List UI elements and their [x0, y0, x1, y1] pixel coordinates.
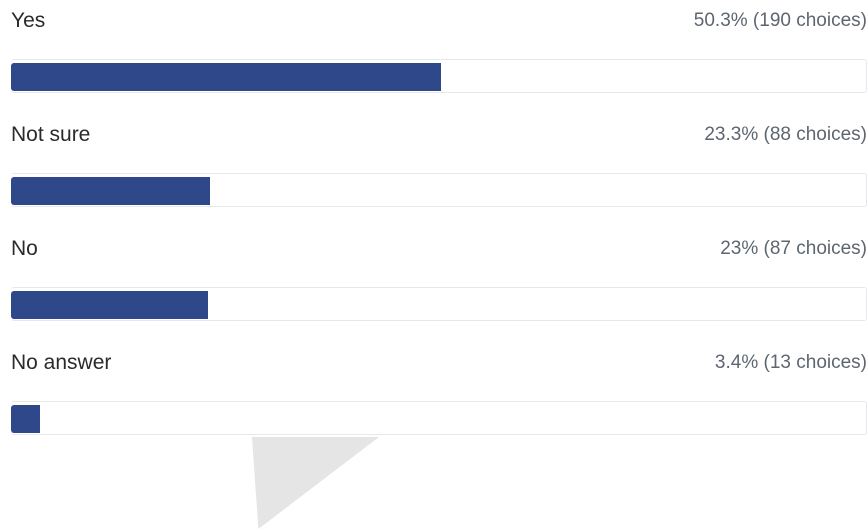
- bar-track: [11, 59, 867, 93]
- bar-fill: [11, 63, 442, 91]
- bar-fill: [11, 177, 211, 205]
- bar-fill: [11, 405, 41, 433]
- poll-option-no-answer: No answer 3.4% (13 choices): [11, 342, 867, 456]
- option-label: No answer: [11, 351, 112, 374]
- option-label: Not sure: [11, 123, 91, 146]
- poll-option-yes: Yes 50.3% (190 choices): [11, 0, 867, 114]
- bar-track: [11, 401, 867, 435]
- popover-pointer: [252, 437, 379, 529]
- bar-track: [11, 287, 867, 321]
- bar-fill: [11, 291, 208, 319]
- option-count: 3.4% (13 choices): [714, 352, 867, 373]
- option-label: No: [11, 237, 38, 260]
- bar-track: [11, 173, 867, 207]
- option-count: 23.3% (88 choices): [704, 124, 867, 145]
- poll-option-no: No 23% (87 choices): [11, 228, 867, 342]
- option-count: 50.3% (190 choices): [693, 10, 867, 31]
- option-label: Yes: [11, 9, 46, 32]
- poll-option-not-sure: Not sure 23.3% (88 choices): [11, 114, 867, 228]
- option-count: 23% (87 choices): [720, 238, 867, 259]
- poll-results: Yes 50.3% (190 choices) Not sure 23.3% (…: [11, 0, 867, 456]
